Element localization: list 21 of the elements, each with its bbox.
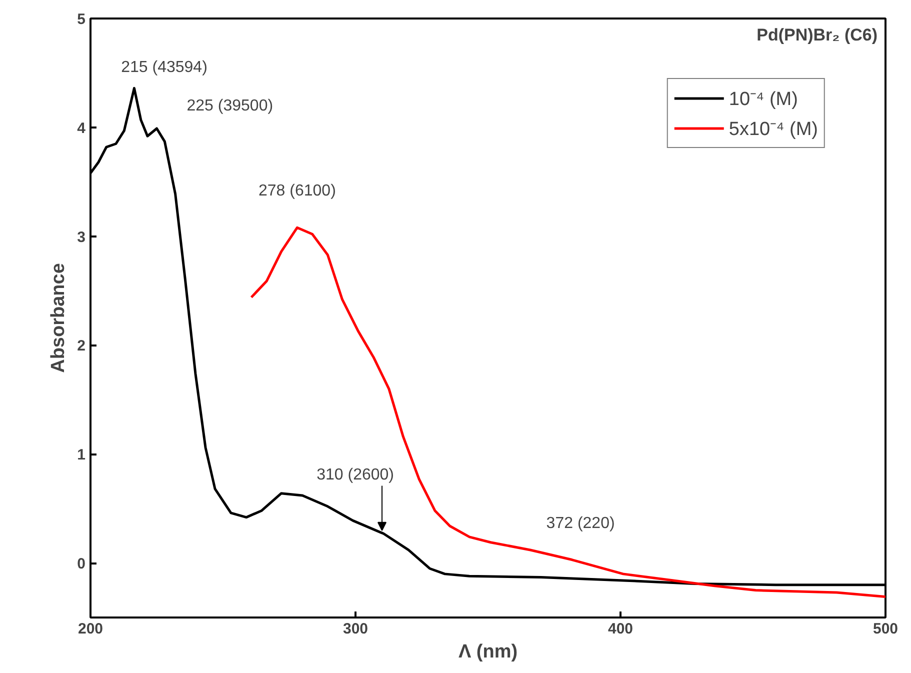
annotation: 310 (2600) [316,466,394,484]
x-tick-label: 400 [608,620,634,638]
y-axis-title: Absorbance [48,263,70,373]
y-tick-label: 5 [77,11,86,28]
legend-label: 10⁻⁴ (M) [728,88,798,111]
x-tick-label: 200 [78,620,104,638]
line-series [250,226,886,598]
y-tick-label: 3 [77,228,86,246]
chart-title: Pd(PN)Br₂ (C6) [756,26,878,44]
y-tick-label: 1 [77,446,86,464]
y-tick-label: 0 [77,556,86,573]
annotation: 372 (220) [546,515,615,532]
x-tick-label: 300 [342,620,368,638]
legend-label: 5x10⁻⁴ (M) [728,118,818,141]
annotation: 225 (39500) [186,98,274,114]
x-tick-label: 500 [872,620,898,638]
y-tick-label: 2 [77,338,86,355]
y-tick-label: 4 [77,120,86,137]
x-axis-title: Λ (nm) [458,642,518,662]
annotation: 215 (43594) [121,59,208,76]
annotation: 278 (6100) [258,182,336,200]
